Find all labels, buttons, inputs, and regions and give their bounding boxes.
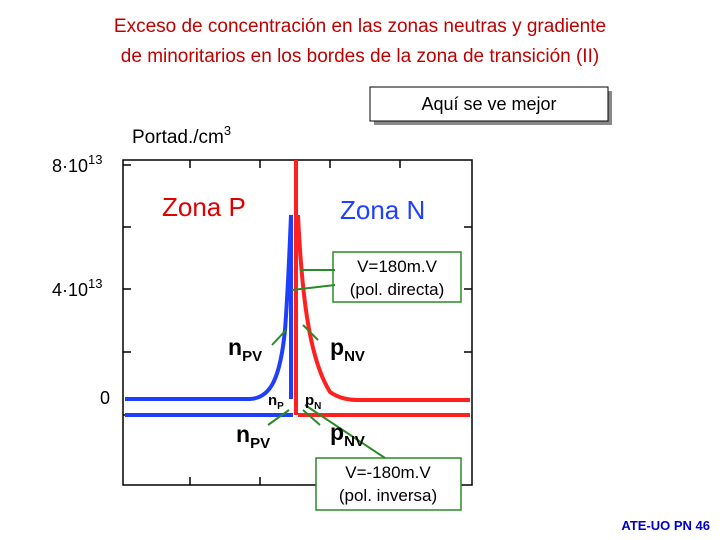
axis-label: Portad./cm3 [132,123,231,148]
tick-base: 8·10 [52,156,88,176]
tick-exp: 13 [88,276,102,291]
label-main: n [228,334,242,360]
label-main: n [236,421,250,447]
tick-exp: 13 [88,152,102,167]
button-label[interactable]: Aquí se ve mejor [421,94,556,114]
note: V=180m.V [357,257,438,276]
footer: ATE-UO PN 46 [621,518,710,533]
label: nPV [236,421,270,452]
note: (pol. directa) [350,280,444,299]
label-main: p [330,334,344,360]
axis-label-text: Portad./cm [132,127,224,148]
note-box [315,457,462,511]
label-sub: PV [242,348,262,365]
tick-base: 4·10 [52,280,88,300]
title-line: de minoritarios en los bordes de la zona… [121,46,599,67]
label-sub: P [277,401,284,412]
pointers [267,269,386,459]
zone-label: Zona N [340,195,425,225]
zone-label: Zona P [162,192,246,222]
note: (pol. inversa) [339,486,437,505]
frame [122,159,473,486]
title-line: Exceso de concentración en las zonas neu… [114,16,606,37]
y-tick-label: 0 [100,388,110,408]
label-sub: N [314,401,321,412]
y-tick-label: 8·1013 [52,152,103,176]
label-sub: NV [344,348,365,365]
label: pNV [330,419,365,450]
label-main: n [268,392,277,409]
note: V=-180m.V [345,463,431,482]
note-box [332,251,462,303]
button[interactable] [369,86,609,122]
label-sub: NV [344,433,365,450]
label-main: p [330,419,344,445]
label-sub: PV [250,435,270,452]
label: pN [305,392,321,412]
y-tick-label: 4·1013 [52,276,103,300]
axis-label-sup: 3 [224,123,231,138]
label-main: p [305,392,314,409]
label: pNV [330,334,365,365]
label: nP [268,392,284,412]
label: nPV [228,334,262,365]
